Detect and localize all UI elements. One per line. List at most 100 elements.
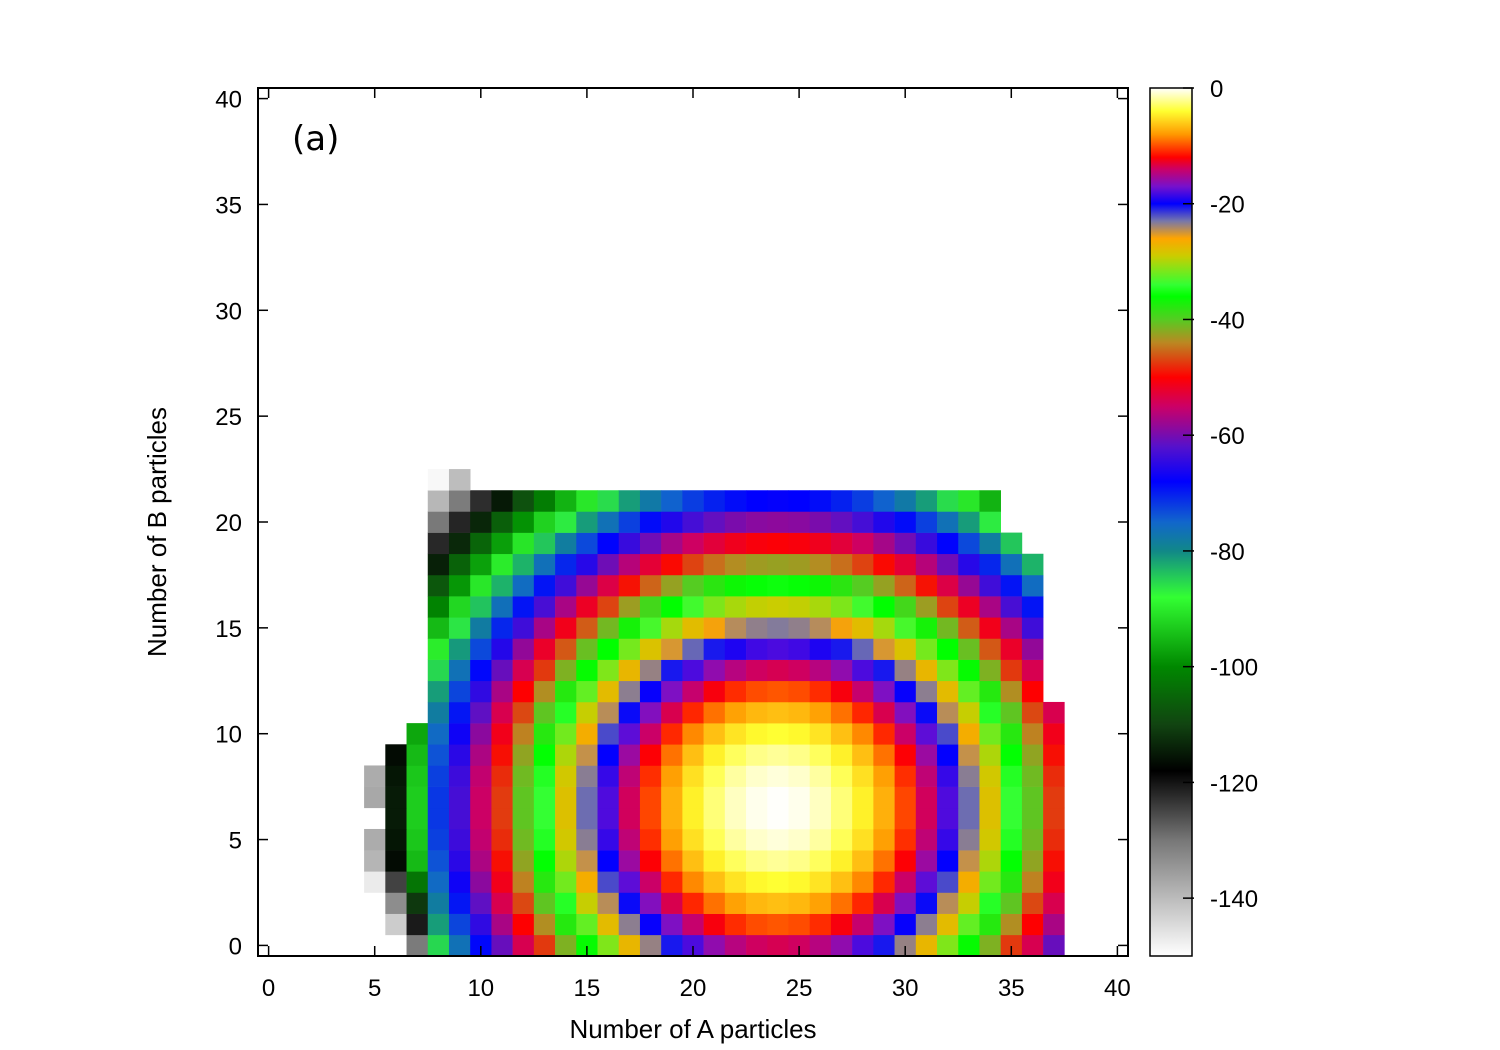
heatmap-cell xyxy=(618,617,641,639)
heatmap-cell xyxy=(979,553,1001,576)
heatmap-cell xyxy=(661,828,683,851)
heatmap-cell xyxy=(873,596,895,618)
heatmap-cell xyxy=(979,744,1001,766)
heatmap-cell xyxy=(979,892,1001,914)
heatmap-cell xyxy=(448,490,471,512)
heatmap-cell xyxy=(958,850,980,872)
heatmap-cell xyxy=(937,574,959,597)
heatmap-cell xyxy=(661,913,683,936)
heatmap-cell xyxy=(767,490,789,512)
heatmap-cell xyxy=(682,553,704,576)
heatmap-cell xyxy=(894,680,917,703)
heatmap-cell xyxy=(512,850,535,872)
heatmap-cell xyxy=(661,680,683,703)
heatmap-cell xyxy=(767,850,789,872)
heatmap-cell xyxy=(958,532,980,555)
heatmap-cell xyxy=(703,532,726,555)
heatmap-cell xyxy=(470,744,492,766)
heatmap-cell xyxy=(809,553,832,576)
heatmap-cell xyxy=(852,596,874,618)
heatmap-cell xyxy=(597,744,620,766)
heatmap-cell xyxy=(937,913,959,936)
heatmap-cell xyxy=(915,680,938,703)
heatmap-cell xyxy=(894,553,917,576)
heatmap-cell xyxy=(321,934,344,957)
heatmap-cell xyxy=(364,786,386,809)
heatmap-cell xyxy=(448,765,471,787)
heatmap-cell xyxy=(491,553,513,576)
heatmap-cell xyxy=(618,913,641,936)
heatmap-cell xyxy=(576,871,598,893)
heatmap-cell xyxy=(979,490,1001,512)
heatmap-cell xyxy=(746,574,768,597)
heatmap-cell xyxy=(1021,553,1044,576)
heatmap-cell xyxy=(724,892,747,914)
heatmap-cell xyxy=(491,786,513,809)
heatmap-cell xyxy=(852,511,874,533)
heatmap-cell xyxy=(958,596,980,618)
heatmap-cell xyxy=(915,913,938,936)
heatmap-cell xyxy=(830,532,853,555)
heatmap-cell xyxy=(448,828,471,851)
heatmap-cell xyxy=(915,871,938,893)
heatmap-cell xyxy=(703,723,726,745)
heatmap-cell xyxy=(427,934,450,957)
heatmap-cell xyxy=(873,934,895,957)
heatmap-cell xyxy=(470,680,492,703)
heatmap-cell xyxy=(958,701,980,724)
heatmap-cell xyxy=(746,807,768,830)
heatmap-cell xyxy=(894,850,917,872)
heatmap-cell xyxy=(576,659,598,682)
heatmap-cell xyxy=(639,574,662,597)
heatmap-cell xyxy=(746,871,768,893)
heatmap-cell xyxy=(491,617,513,639)
heatmap-cell xyxy=(639,723,662,745)
heatmap-cell xyxy=(576,723,598,745)
heatmap-cell xyxy=(555,638,577,660)
heatmap-cell xyxy=(682,892,704,914)
heatmap-cell xyxy=(682,828,704,851)
y-tick-label: 15 xyxy=(215,616,242,643)
heatmap-cell xyxy=(809,511,832,533)
heatmap-cell xyxy=(618,490,641,512)
heatmap-cell xyxy=(788,765,811,787)
heatmap-cell xyxy=(852,638,874,660)
heatmap-cell xyxy=(491,892,513,914)
heatmap-cell xyxy=(724,913,747,936)
heatmap-cell xyxy=(724,511,747,533)
heatmap-cell xyxy=(639,680,662,703)
heatmap-cell xyxy=(448,553,471,576)
heatmap-cell xyxy=(448,532,471,555)
heatmap-cell xyxy=(533,532,556,555)
heatmap-cell xyxy=(555,850,577,872)
heatmap-cell xyxy=(767,532,789,555)
heatmap-cell xyxy=(661,617,683,639)
heatmap-cell xyxy=(958,807,980,830)
y-tick-label: 0 xyxy=(229,933,242,960)
heatmap-cell xyxy=(491,934,513,957)
heatmap-cell xyxy=(576,850,598,872)
heatmap-cell xyxy=(852,723,874,745)
heatmap-cell xyxy=(661,723,683,745)
heatmap-cell xyxy=(597,871,620,893)
heatmap-cell xyxy=(618,511,641,533)
heatmap-cell xyxy=(639,617,662,639)
heatmap-cell xyxy=(724,553,747,576)
heatmap-cell xyxy=(979,532,1001,555)
heatmap-cell xyxy=(533,892,556,914)
heatmap-cell xyxy=(767,913,789,936)
heatmap-cell xyxy=(661,786,683,809)
heatmap-cell xyxy=(427,511,450,533)
heatmap-cell xyxy=(597,680,620,703)
heatmap-cell xyxy=(809,638,832,660)
heatmap-cell xyxy=(448,913,471,936)
heatmap-cell xyxy=(533,659,556,682)
heatmap-cell xyxy=(979,723,1001,745)
heatmap-cell xyxy=(385,913,407,936)
heatmap-cell xyxy=(470,511,492,533)
heatmap-cell xyxy=(661,553,683,576)
heatmap-cell xyxy=(406,786,429,809)
heatmap-cell xyxy=(639,892,662,914)
heatmap-cell xyxy=(639,596,662,618)
